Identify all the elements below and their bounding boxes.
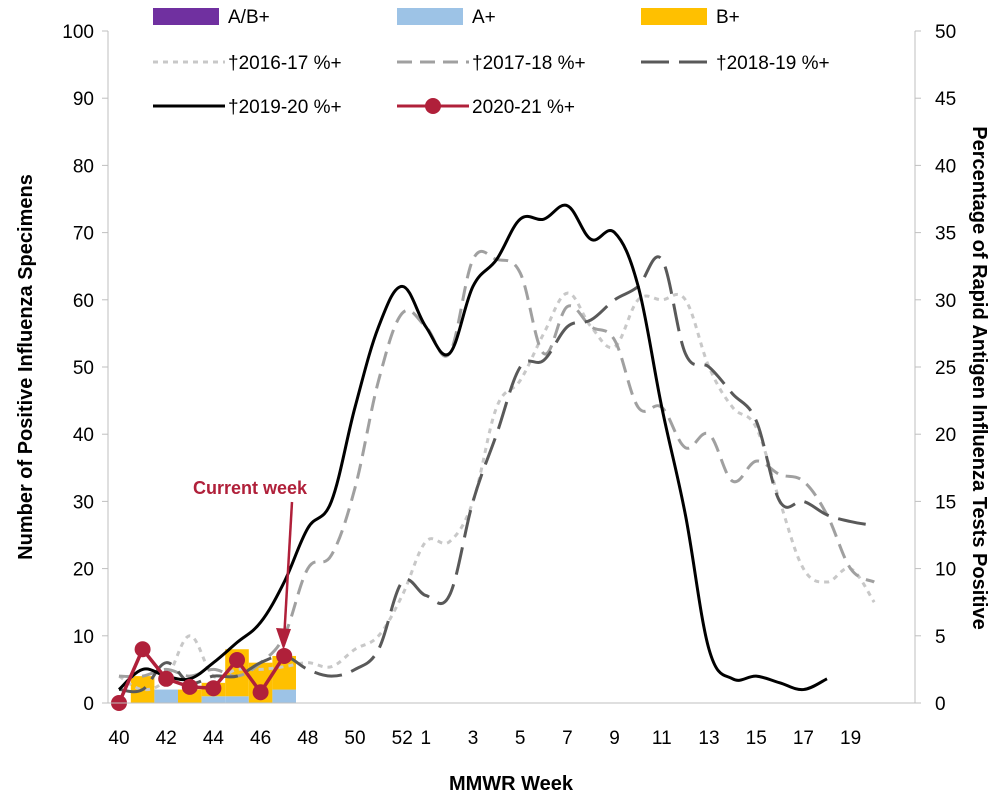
- x-tick-label: 46: [250, 728, 271, 749]
- line-series: [111, 203, 876, 711]
- left-tick-label: 100: [62, 22, 94, 43]
- x-tick-label: 11: [652, 728, 672, 749]
- bar-b: [178, 689, 202, 703]
- x-tick-label: 13: [698, 728, 719, 749]
- left-tick-label: 20: [73, 560, 94, 581]
- left-tick-label: 90: [73, 89, 94, 110]
- x-tick-label: 15: [746, 728, 767, 749]
- right-tick-label: 45: [935, 89, 956, 110]
- legend: A/B+ A+ B+ †2016-17 %+ †2017-18 %+ †2018-19 %…: [153, 7, 830, 118]
- x-axis-title: MMWR Week: [449, 773, 574, 795]
- left-tick-label: 70: [73, 224, 94, 245]
- right-tick-label: 25: [935, 358, 956, 379]
- legend-label: †2017-18 %+: [472, 53, 586, 74]
- left-tick-labels: 0 10 20 30 40 50 60 70 80 90 100: [62, 22, 108, 715]
- left-tick-label: 30: [73, 492, 94, 513]
- right-tick-label: 15: [935, 492, 956, 513]
- current-week-arrowhead: [276, 628, 291, 650]
- x-tick-label: 1: [421, 728, 432, 749]
- legend-marker: [425, 98, 441, 114]
- x-tick-label: 19: [840, 728, 861, 749]
- current-week-label: Current week: [193, 478, 308, 498]
- x-tick-label: 17: [793, 728, 814, 749]
- left-tick-label: 40: [73, 425, 94, 446]
- right-tick-label: 5: [935, 627, 946, 648]
- legend-label: †2019-20 %+: [228, 97, 342, 118]
- left-axis-title: Number of Positive Influenza Specimens: [15, 174, 37, 560]
- axes: [107, 31, 916, 704]
- line-201718: [118, 249, 875, 679]
- current-week-annotation: Current week: [193, 478, 308, 650]
- right-tick-label: 30: [935, 291, 956, 312]
- x-tick-label: 50: [344, 728, 365, 749]
- point-202021: [252, 684, 269, 701]
- right-tick-label: 40: [935, 156, 956, 177]
- right-tick-labels: 0 5 10 15 20 25 30 35 40 45 50: [915, 22, 956, 715]
- point-202021: [205, 680, 222, 697]
- legend-label: †2018-19 %+: [716, 53, 830, 74]
- legend-swatch: [641, 8, 707, 25]
- x-tick-label: 48: [297, 728, 318, 749]
- right-tick-label: 50: [935, 22, 956, 43]
- legend-label: A+: [472, 7, 496, 28]
- x-tick-label: 7: [562, 728, 573, 749]
- bar-a: [272, 689, 296, 703]
- x-tick-labels: 40 42 44 46 48 50 52 1 3 5 7 9 11 13 15 17 19: [108, 728, 861, 749]
- right-tick-label: 35: [935, 224, 956, 245]
- legend-label: B+: [716, 7, 740, 28]
- bar-a: [154, 689, 178, 703]
- legend-swatch: [153, 8, 219, 25]
- legend-label: A/B+: [228, 7, 270, 28]
- right-tick-label: 10: [935, 560, 956, 581]
- point-202021: [181, 678, 198, 695]
- bar-a: [225, 696, 249, 703]
- x-tick-label: 3: [468, 728, 479, 749]
- point-202021: [229, 651, 245, 668]
- x-tick-label: 52: [392, 728, 413, 749]
- point-202021: [134, 641, 151, 658]
- left-tick-label: 0: [83, 694, 94, 715]
- x-tick-label: 9: [609, 728, 620, 749]
- right-axis-title: Percentage of Rapid Antigen Influenza Te…: [968, 126, 990, 629]
- x-tick-label: 42: [156, 728, 177, 749]
- x-tick-label: 44: [203, 728, 225, 749]
- legend-swatch: [397, 8, 463, 25]
- point-202021: [158, 670, 175, 687]
- legend-label: †2016-17 %+: [228, 53, 342, 74]
- right-tick-label: 0: [935, 694, 946, 715]
- left-tick-label: 10: [73, 627, 94, 648]
- left-tick-label: 80: [73, 156, 94, 177]
- current-week-arrow: [282, 501, 294, 641]
- right-tick-label: 20: [935, 425, 956, 446]
- legend-label: 2020-21 %+: [472, 97, 575, 118]
- bar-a: [201, 696, 226, 703]
- x-tick-label: 5: [515, 728, 526, 749]
- point-202021: [276, 647, 293, 664]
- line-201920: [117, 203, 828, 692]
- left-tick-label: 60: [73, 291, 94, 312]
- left-tick-label: 50: [73, 358, 94, 379]
- x-tick-label: 40: [108, 728, 129, 749]
- line-201819: [118, 255, 875, 694]
